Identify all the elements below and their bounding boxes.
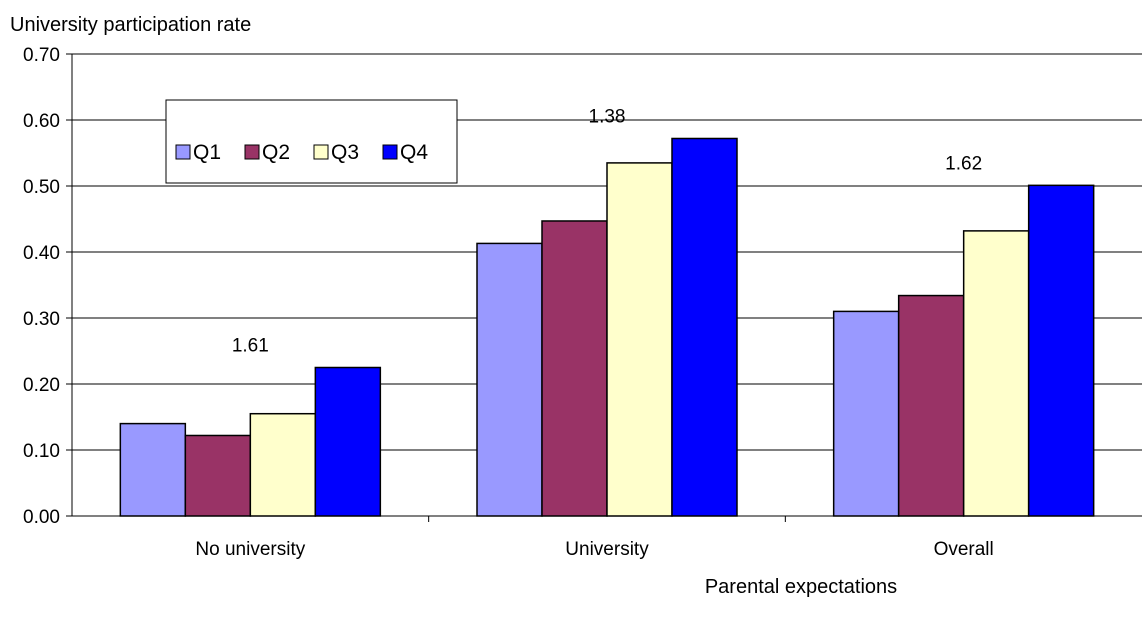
- x-axis-title: Parental expectations: [704, 576, 898, 598]
- y-tick-label: 0.30: [23, 309, 60, 330]
- legend-label-q3: Q3: [331, 141, 359, 164]
- data-label: 1.61: [232, 336, 269, 357]
- legend-label-q4: Q4: [400, 141, 428, 164]
- bar-q1: [119, 422, 187, 517]
- legend: [165, 99, 458, 184]
- data-label: 1.62: [945, 153, 982, 174]
- data-label: 1.38: [589, 106, 626, 127]
- legend-swatch-q3: [313, 144, 329, 160]
- legend-swatch-q1: [175, 144, 191, 160]
- bar-q4: [314, 366, 382, 517]
- bar-q2: [897, 294, 965, 517]
- x-axis-title-row: Parental expectations: [0, 576, 1142, 599]
- x-tick-label: Overall: [934, 539, 994, 560]
- y-tick-label: 0.00: [23, 507, 60, 528]
- bar-q3: [962, 230, 1030, 517]
- y-tick-label: 0.10: [23, 441, 60, 462]
- y-tick-label: 0.60: [23, 111, 60, 132]
- legend-swatch-q4: [382, 144, 398, 160]
- x-tick-label: University: [565, 539, 649, 560]
- bar-q4: [1027, 184, 1095, 517]
- y-tick-label: 0.20: [23, 375, 60, 396]
- y-tick-label: 0.50: [23, 177, 60, 198]
- bar-q3: [606, 162, 673, 517]
- bar-q2: [184, 434, 252, 517]
- legend-swatch-q2: [244, 144, 260, 160]
- bar-q3: [249, 412, 317, 517]
- bar-q4: [671, 137, 738, 517]
- x-tick-label: No university: [195, 539, 305, 560]
- bar-q2: [541, 220, 608, 517]
- bar-q1: [832, 310, 900, 517]
- bar-q1: [476, 242, 543, 517]
- legend-label-q1: Q1: [193, 141, 221, 164]
- legend-label-q2: Q2: [262, 141, 290, 164]
- y-tick-label: 0.40: [23, 243, 60, 264]
- y-tick-label: 0.70: [23, 45, 60, 66]
- y-axis-title: University participation rate: [10, 14, 252, 36]
